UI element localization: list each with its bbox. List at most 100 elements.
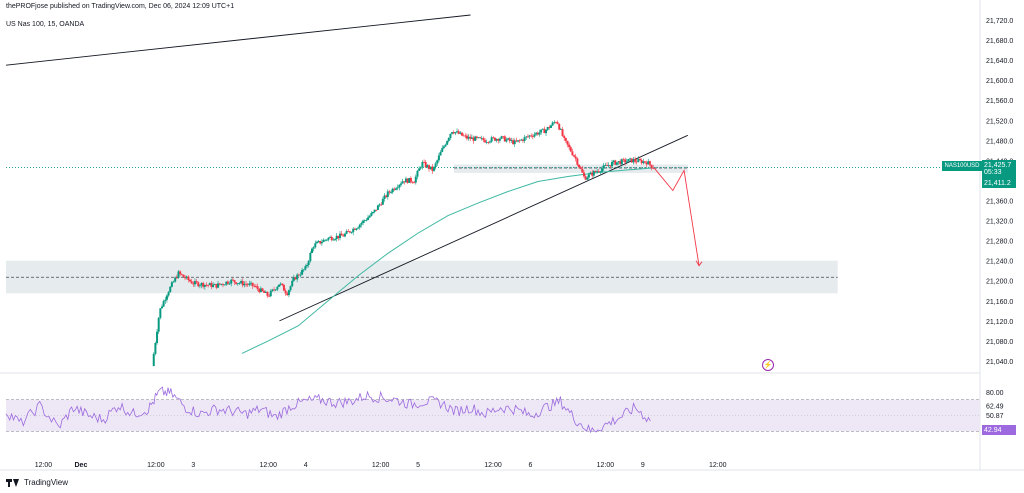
candle-body [329, 236, 332, 238]
candle-body [465, 135, 468, 139]
price-tick: 21,320.0 [986, 219, 1013, 226]
candle-body [526, 136, 529, 138]
candle-body [325, 239, 328, 241]
candle-body [246, 284, 249, 286]
candle-body [441, 148, 444, 152]
candle-body [467, 136, 470, 139]
candle-body [432, 167, 435, 171]
candle-body [574, 156, 577, 159]
candle-body [487, 141, 490, 143]
candle-body [475, 136, 478, 138]
tradingview-logo-icon [6, 478, 20, 487]
candle-body [625, 161, 628, 163]
symbol-title: US Nas 100, 15, OANDA [6, 21, 85, 28]
candle-body [515, 140, 518, 142]
candle-body [505, 139, 508, 142]
candle-body [643, 161, 646, 163]
candle-body [302, 269, 305, 271]
candle-body [419, 167, 422, 169]
candle-body [185, 276, 188, 279]
candle-body [601, 168, 604, 172]
candle-body [439, 151, 442, 156]
candle-body [241, 281, 244, 286]
candle-body [615, 162, 618, 165]
candle-body [553, 122, 556, 124]
candle-body [172, 281, 175, 283]
candle-body [474, 136, 477, 141]
candle-body [614, 160, 617, 165]
candle-body [198, 285, 201, 287]
candle-body [165, 295, 168, 300]
candle-body [607, 165, 610, 167]
candle-body [248, 283, 251, 285]
candle-body [193, 281, 196, 285]
candle-body [376, 205, 379, 210]
candle-body [586, 177, 589, 180]
candle-body [554, 122, 557, 124]
candle-body [217, 283, 220, 288]
candle-body [383, 195, 386, 200]
candle-body [569, 147, 572, 152]
candle-body [264, 291, 267, 293]
price-tick: 21,240.0 [986, 259, 1013, 266]
candle-body [230, 279, 233, 284]
candle-body [642, 161, 645, 164]
candle-body [306, 264, 309, 267]
candle-body [581, 168, 584, 173]
candle-body [604, 165, 607, 166]
candle-body [180, 273, 183, 275]
candle-body [322, 239, 325, 243]
candle-body [152, 353, 155, 366]
candle-body [266, 291, 269, 296]
candle-body [442, 146, 445, 149]
rsi-line [5, 386, 651, 434]
candle-body [408, 177, 411, 183]
price-tick: 21,520.0 [986, 118, 1013, 125]
price-tick: 21,600.0 [986, 78, 1013, 85]
rsi-tick: 62.49 [986, 404, 1004, 411]
countdown-value: 05:33 [984, 169, 1002, 176]
candle-body [421, 162, 424, 168]
candle-body [428, 165, 431, 169]
candle-body [220, 283, 223, 285]
time-tick: 12:00 [484, 462, 502, 469]
candle-body [362, 220, 365, 224]
candle-body [647, 161, 650, 165]
candle-body [207, 284, 210, 286]
candle-body [395, 188, 398, 190]
candle-body [498, 138, 501, 141]
candle-body [375, 209, 378, 211]
candle-body [645, 162, 648, 165]
candle-body [485, 141, 488, 143]
time-tick: 12:00 [259, 462, 277, 469]
time-tick: 12:00 [597, 462, 615, 469]
lightning-circle-icon[interactable]: ⚡ [762, 359, 774, 371]
footer-brand[interactable]: TradingView [6, 478, 68, 487]
candle-body [299, 274, 302, 276]
candle-body [212, 284, 215, 288]
candle-body [385, 195, 388, 197]
candle-body [484, 140, 487, 143]
candle-body [319, 240, 322, 244]
candle-body [622, 159, 625, 161]
candle-body [533, 134, 536, 137]
candle-body [249, 282, 252, 284]
candle-body [243, 283, 246, 286]
candle-body [160, 306, 163, 309]
candle-body [571, 151, 574, 156]
candle-body [551, 122, 554, 126]
candle-body [648, 161, 651, 165]
candle-body [236, 283, 239, 285]
candle-body [520, 139, 523, 141]
candle-body [386, 191, 389, 197]
candle-body [360, 223, 363, 225]
candle-body [489, 141, 492, 143]
candle-body [517, 140, 520, 142]
candle-body [634, 159, 637, 162]
candle-body [208, 283, 211, 286]
candle-body [454, 132, 457, 134]
candle-body [493, 137, 496, 141]
candle-body [406, 178, 409, 183]
candle-body [469, 136, 472, 139]
